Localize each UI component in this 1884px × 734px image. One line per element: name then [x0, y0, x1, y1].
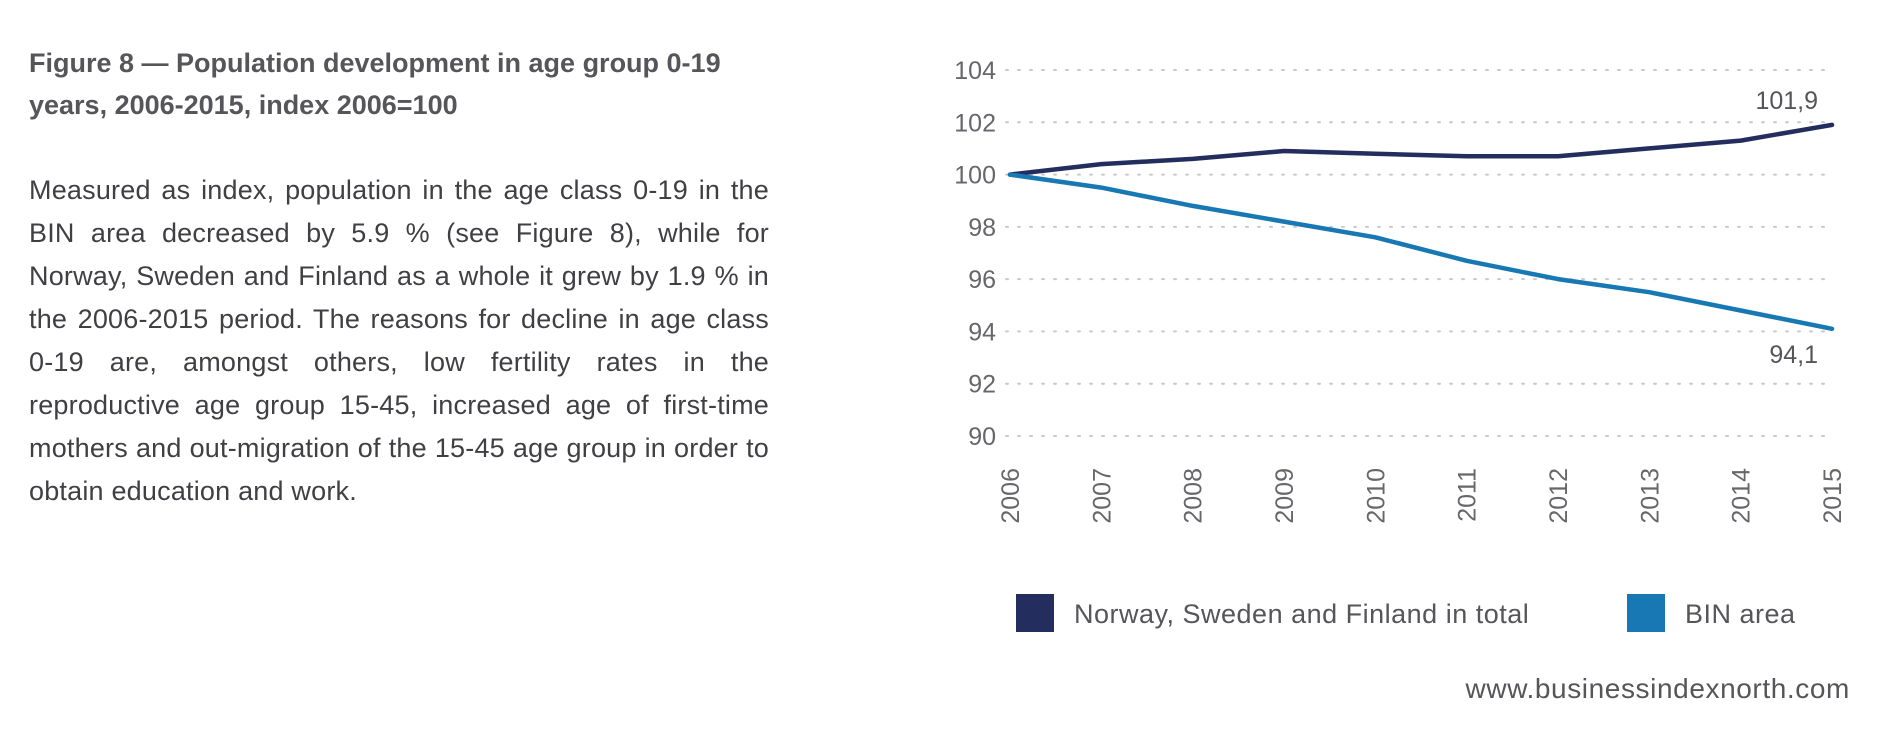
legend-swatch [1627, 594, 1665, 632]
y-tick-label-94: 94 [968, 318, 996, 346]
chart-gridlines [1005, 69, 1833, 437]
figure-title: Figure 8 — Population development in age… [29, 48, 721, 120]
y-tick-label-98: 98 [968, 214, 996, 242]
x-axis-ticks: 2006 2007 2008 2009 2010 2011 2012 2013 2014 2015 [997, 468, 1847, 524]
legend-label: Norway, Sweden and Finland in total [1074, 599, 1529, 629]
figure-description: Measured as index, population in the age… [29, 175, 769, 506]
chart-legend[interactable]: Norway, Sweden and Finland in total BIN a… [1016, 594, 1796, 632]
end-value-label-bin-area: 94,1 [1769, 341, 1818, 369]
series-line-norway-sweden-finland [1007, 122, 1835, 177]
y-tick-label-90: 90 [968, 423, 996, 451]
x-tick-label-2009: 2009 [1271, 468, 1299, 524]
x-tick-label-2006: 2006 [997, 468, 1025, 524]
x-tick-label-2010: 2010 [1362, 468, 1390, 524]
end-value-label-norway-sweden-finland: 101,9 [1755, 87, 1818, 115]
x-tick-label-2014: 2014 [1728, 468, 1756, 524]
text-column: Figure 8 — Population development in age… [29, 42, 769, 513]
x-tick-label-2013: 2013 [1636, 468, 1664, 524]
y-tick-label-104: 104 [954, 57, 996, 85]
end-labels: 101,9 94,1 [1755, 87, 1818, 369]
x-tick-label-2007: 2007 [1088, 468, 1116, 524]
legend-label: BIN area [1685, 599, 1796, 629]
series-line-bin-area [1007, 172, 1835, 332]
legend-item-norway-sweden-finland[interactable]: Norway, Sweden and Finland in total [1016, 594, 1529, 632]
x-tick-label-2015: 2015 [1819, 468, 1847, 524]
legend-item-bin-area[interactable]: BIN area [1627, 594, 1796, 632]
footer-website-link[interactable]: www.businessindexnorth.com [1465, 673, 1850, 704]
y-tick-label-96: 96 [968, 266, 996, 294]
y-tick-label-100: 100 [954, 162, 996, 190]
chart-series [1007, 122, 1835, 332]
y-tick-label-102: 102 [954, 109, 996, 137]
y-axis-ticks: 90 92 94 96 98 100 102 104 [954, 57, 996, 451]
y-tick-label-92: 92 [968, 371, 996, 399]
legend-swatch [1016, 594, 1054, 632]
x-tick-label-2012: 2012 [1545, 468, 1573, 524]
x-tick-label-2011: 2011 [1454, 468, 1482, 522]
x-tick-label-2008: 2008 [1180, 468, 1208, 524]
